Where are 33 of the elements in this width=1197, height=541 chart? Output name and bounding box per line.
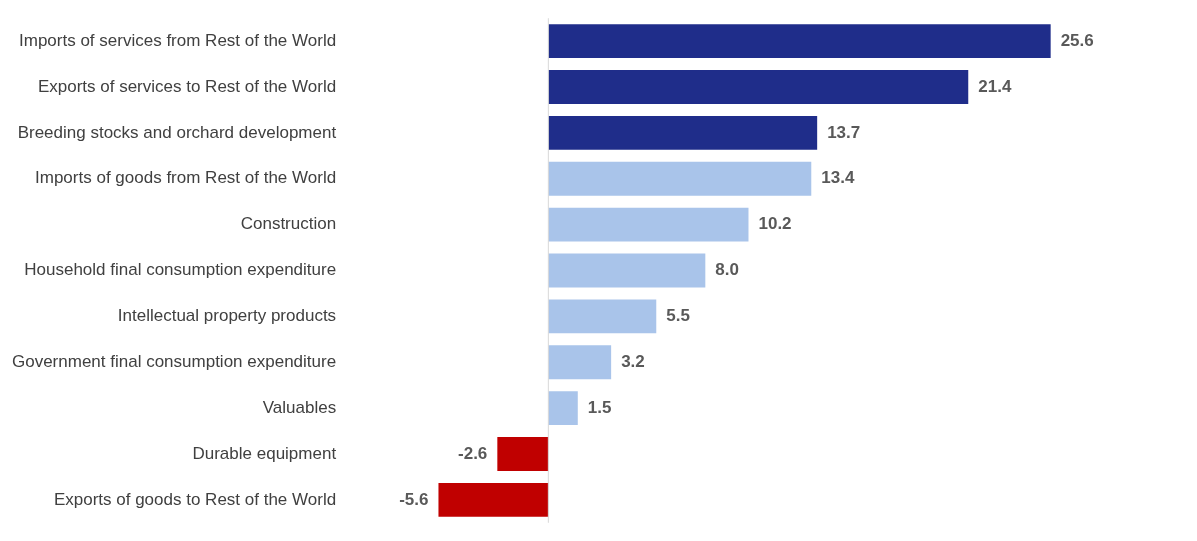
data-label: 25.6 [1060, 30, 1094, 50]
data-label: -2.6 [458, 443, 488, 463]
y-tick-label: Government final consumption expenditure [11, 351, 337, 371]
data-label: 13.4 [821, 168, 855, 188]
data-label: 3.2 [621, 351, 645, 371]
bar [438, 482, 549, 517]
data-label: -5.6 [399, 489, 429, 509]
y-tick-label: Intellectual property products [117, 306, 337, 326]
bar [548, 24, 1051, 59]
bar [497, 437, 549, 471]
data-label: 21.4 [978, 76, 1012, 96]
y-tick-label: Imports of services from Rest of the World [19, 30, 337, 50]
data-label: 5.5 [666, 306, 690, 326]
data-label: 1.5 [587, 397, 612, 417]
y-tick-label: Breeding stocks and orchard development [17, 122, 337, 142]
bar [548, 70, 969, 104]
y-tick-label: Valuables [262, 397, 337, 417]
bar [548, 253, 706, 288]
y-tick-label: Exports of goods to Rest of the World [53, 489, 337, 509]
bar [548, 115, 818, 150]
y-tick-label: Imports of goods from Rest of the World [35, 168, 337, 188]
bar [548, 207, 749, 242]
bar [548, 161, 812, 196]
bar [548, 299, 657, 334]
data-label: 13.7 [827, 122, 861, 142]
y-tick-label: Exports of services to Rest of the World [37, 76, 337, 96]
y-tick-label: Construction [240, 214, 337, 234]
bar [548, 391, 578, 426]
y-tick-label: Durable equipment [192, 443, 337, 463]
y-tick-label: Household final consumption expenditure [24, 260, 337, 280]
data-label: 8.0 [715, 260, 739, 280]
bar [548, 345, 612, 380]
data-label: 10.2 [758, 214, 792, 234]
